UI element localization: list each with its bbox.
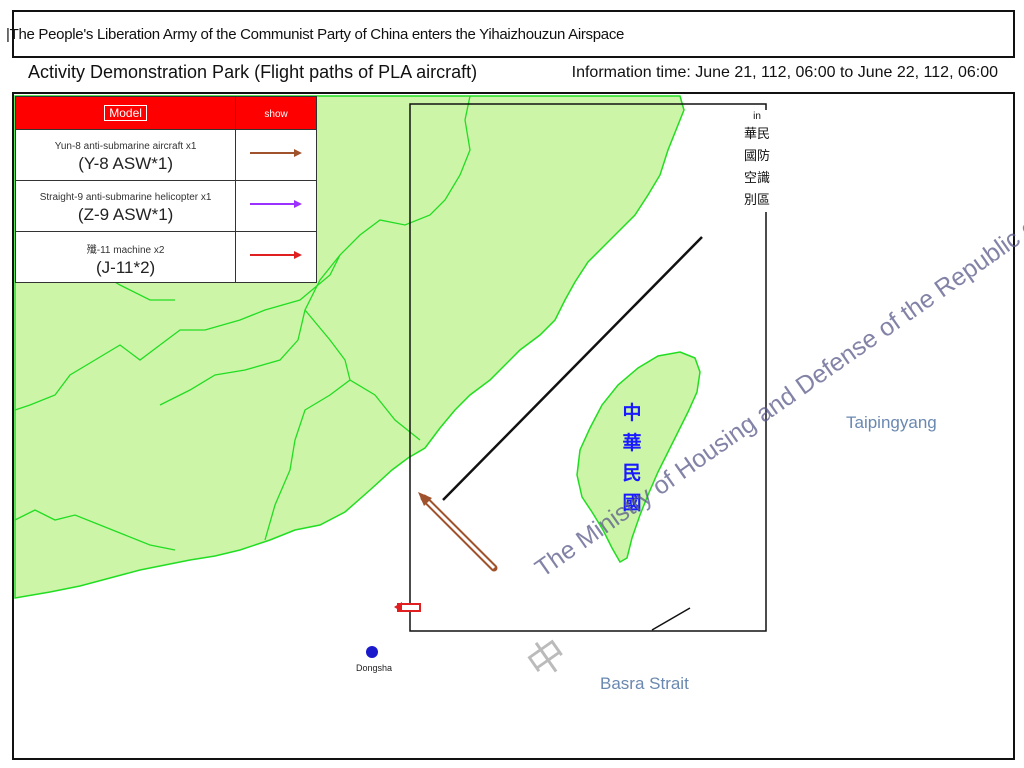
aircraft-code: (J-11*2) — [96, 257, 156, 277]
aircraft-code: (Y-8 ASW*1) — [78, 153, 173, 173]
red-arrow-icon — [250, 250, 303, 259]
dongsha-marker — [366, 646, 378, 658]
adiz-chars: 華民國防空識別區 — [744, 127, 771, 208]
legend-row: 殲-11 machine x2 (J-11*2) — [14, 231, 317, 283]
pacific-label: Taipingyang — [846, 413, 937, 432]
map-subtitle: Activity Demonstration Park (Flight path… — [28, 62, 478, 82]
legend-header-show: show — [235, 96, 317, 130]
legend-table: Model show Yun-8 anti-submarine aircraft… — [14, 96, 317, 283]
adiz-label: in 華民國防空識別區 — [744, 110, 770, 212]
median-line — [442, 236, 703, 501]
header-bar — [12, 56, 1015, 94]
information-time: Information time: June 21, 112, 06:00 to… — [571, 64, 998, 81]
adiz-box — [409, 103, 767, 632]
legend-row: Straight-9 anti-submarine helicopter x1(… — [14, 180, 317, 232]
aircraft-code: (Z-9 ASW*1) — [77, 204, 174, 224]
legend-row: Yun-8 anti-submarine aircraft x1 (Y-8 ASW… — [14, 129, 317, 181]
map-frame — [12, 10, 1015, 760]
province-borders — [14, 95, 471, 551]
j11-arrowhead — [394, 602, 402, 612]
strait-label: Basra Strait — [600, 674, 689, 693]
page-title: |The People's Liberation Army of the Com… — [6, 26, 625, 43]
aircraft-name: Yun-8 anti-submarine aircraft x1 — [54, 140, 197, 152]
legend-header-model: Model — [14, 96, 237, 130]
dongsha-label: Dongsha — [356, 663, 393, 673]
brown-arrow-icon — [250, 148, 303, 157]
taiwan-label: 中華民國 — [622, 402, 642, 514]
taiwan-island — [576, 351, 701, 564]
purple-arrow-icon — [250, 199, 303, 208]
aircraft-name: Straight-9 anti-submarine helicopter x1 — [39, 191, 212, 203]
aircraft-name: 殲-11 machine x2 — [86, 244, 165, 256]
y8-arrowhead — [418, 492, 432, 506]
